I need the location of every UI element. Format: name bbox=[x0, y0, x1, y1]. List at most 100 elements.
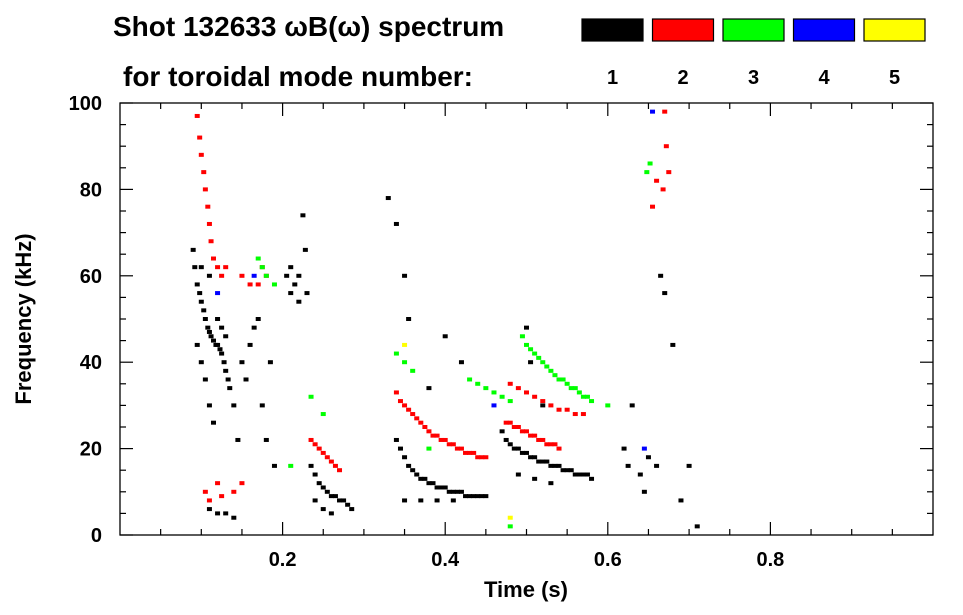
point-mode-4 bbox=[251, 273, 257, 278]
chart-subtitle: for toroidal mode number: bbox=[123, 61, 473, 92]
point-mode-2 bbox=[532, 394, 538, 399]
point-mode-2 bbox=[202, 489, 208, 494]
point-mode-3 bbox=[393, 351, 399, 356]
point-mode-2 bbox=[393, 390, 399, 395]
point-mode-1 bbox=[637, 472, 643, 477]
point-mode-3 bbox=[524, 342, 529, 347]
point-mode-2 bbox=[519, 429, 525, 434]
point-mode-3 bbox=[402, 360, 408, 365]
point-mode-2 bbox=[532, 433, 538, 438]
point-mode-1 bbox=[223, 334, 229, 339]
point-mode-1 bbox=[198, 299, 204, 304]
point-mode-1 bbox=[312, 498, 318, 503]
point-mode-1 bbox=[446, 489, 452, 494]
point-mode-2 bbox=[247, 282, 253, 287]
y-tick-label: 20 bbox=[80, 439, 102, 461]
point-mode-2 bbox=[515, 425, 521, 429]
point-mode-2 bbox=[206, 221, 212, 226]
point-mode-3 bbox=[507, 524, 513, 529]
point-mode-3 bbox=[519, 334, 525, 339]
point-mode-2 bbox=[564, 407, 570, 412]
point-mode-5 bbox=[507, 515, 513, 520]
point-mode-1 bbox=[210, 338, 216, 343]
point-mode-1 bbox=[302, 247, 308, 252]
point-mode-1 bbox=[621, 446, 627, 451]
point-mode-1 bbox=[641, 489, 647, 494]
y-tick-label: 40 bbox=[80, 352, 102, 374]
point-mode-3 bbox=[552, 373, 558, 378]
point-mode-2 bbox=[548, 442, 554, 447]
point-mode-2 bbox=[223, 265, 229, 270]
point-mode-2 bbox=[479, 455, 485, 460]
point-mode-1 bbox=[231, 515, 237, 520]
point-mode-1 bbox=[694, 524, 700, 529]
point-mode-1 bbox=[192, 265, 198, 270]
point-mode-2 bbox=[660, 187, 666, 192]
point-mode-3 bbox=[255, 256, 261, 261]
y-tick-label: 60 bbox=[80, 266, 102, 288]
point-mode-1 bbox=[205, 325, 211, 330]
point-mode-2 bbox=[324, 455, 330, 460]
point-mode-2 bbox=[548, 403, 554, 408]
point-mode-1 bbox=[284, 273, 290, 278]
point-mode-2 bbox=[450, 442, 456, 447]
point-mode-1 bbox=[206, 273, 212, 278]
point-mode-1 bbox=[528, 360, 534, 365]
point-mode-1 bbox=[312, 472, 318, 477]
point-mode-2 bbox=[418, 420, 424, 425]
point-mode-3 bbox=[259, 265, 265, 270]
point-mode-1 bbox=[223, 368, 229, 373]
point-mode-1 bbox=[202, 317, 208, 321]
point-mode-1 bbox=[206, 329, 212, 334]
point-mode-3 bbox=[271, 282, 277, 287]
point-mode-3 bbox=[544, 364, 550, 369]
point-mode-2 bbox=[210, 256, 216, 261]
point-mode-2 bbox=[442, 437, 448, 442]
plot-frame bbox=[119, 102, 934, 536]
point-mode-1 bbox=[540, 403, 546, 408]
point-mode-2 bbox=[666, 170, 672, 175]
point-mode-2 bbox=[556, 446, 562, 451]
point-mode-2 bbox=[215, 481, 221, 486]
point-mode-1 bbox=[402, 498, 408, 503]
point-mode-1 bbox=[589, 476, 595, 481]
point-mode-1 bbox=[324, 489, 330, 494]
legend-swatch-2 bbox=[651, 18, 715, 42]
point-mode-5 bbox=[402, 342, 408, 347]
point-mode-1 bbox=[418, 498, 424, 503]
point-mode-1 bbox=[548, 463, 554, 468]
point-mode-1 bbox=[202, 377, 208, 382]
point-mode-1 bbox=[629, 403, 635, 408]
point-mode-2 bbox=[552, 442, 558, 447]
point-mode-1 bbox=[483, 494, 489, 499]
point-mode-2 bbox=[654, 178, 660, 183]
point-mode-4 bbox=[650, 109, 656, 114]
point-mode-3 bbox=[576, 390, 582, 395]
point-mode-1 bbox=[227, 386, 233, 391]
point-mode-2 bbox=[255, 282, 261, 287]
point-mode-1 bbox=[208, 334, 214, 339]
point-mode-2 bbox=[332, 463, 338, 468]
point-mode-2 bbox=[312, 442, 318, 447]
point-mode-3 bbox=[499, 394, 505, 399]
point-mode-3 bbox=[589, 399, 595, 404]
point-mode-1 bbox=[625, 463, 631, 468]
point-mode-1 bbox=[288, 265, 294, 270]
point-mode-1 bbox=[564, 468, 570, 473]
point-mode-1 bbox=[194, 282, 200, 287]
point-mode-1 bbox=[328, 511, 334, 516]
point-mode-1 bbox=[197, 291, 203, 296]
point-mode-1 bbox=[568, 468, 574, 473]
legend-swatch-1 bbox=[581, 18, 644, 42]
point-mode-1 bbox=[678, 498, 684, 503]
point-mode-1 bbox=[223, 511, 229, 516]
point-mode-2 bbox=[202, 187, 208, 192]
point-mode-1 bbox=[219, 351, 225, 356]
point-mode-3 bbox=[491, 390, 497, 395]
point-mode-3 bbox=[580, 394, 586, 399]
point-mode-1 bbox=[418, 476, 424, 481]
point-mode-1 bbox=[201, 308, 207, 313]
point-mode-1 bbox=[552, 463, 558, 468]
point-mode-1 bbox=[190, 247, 196, 252]
